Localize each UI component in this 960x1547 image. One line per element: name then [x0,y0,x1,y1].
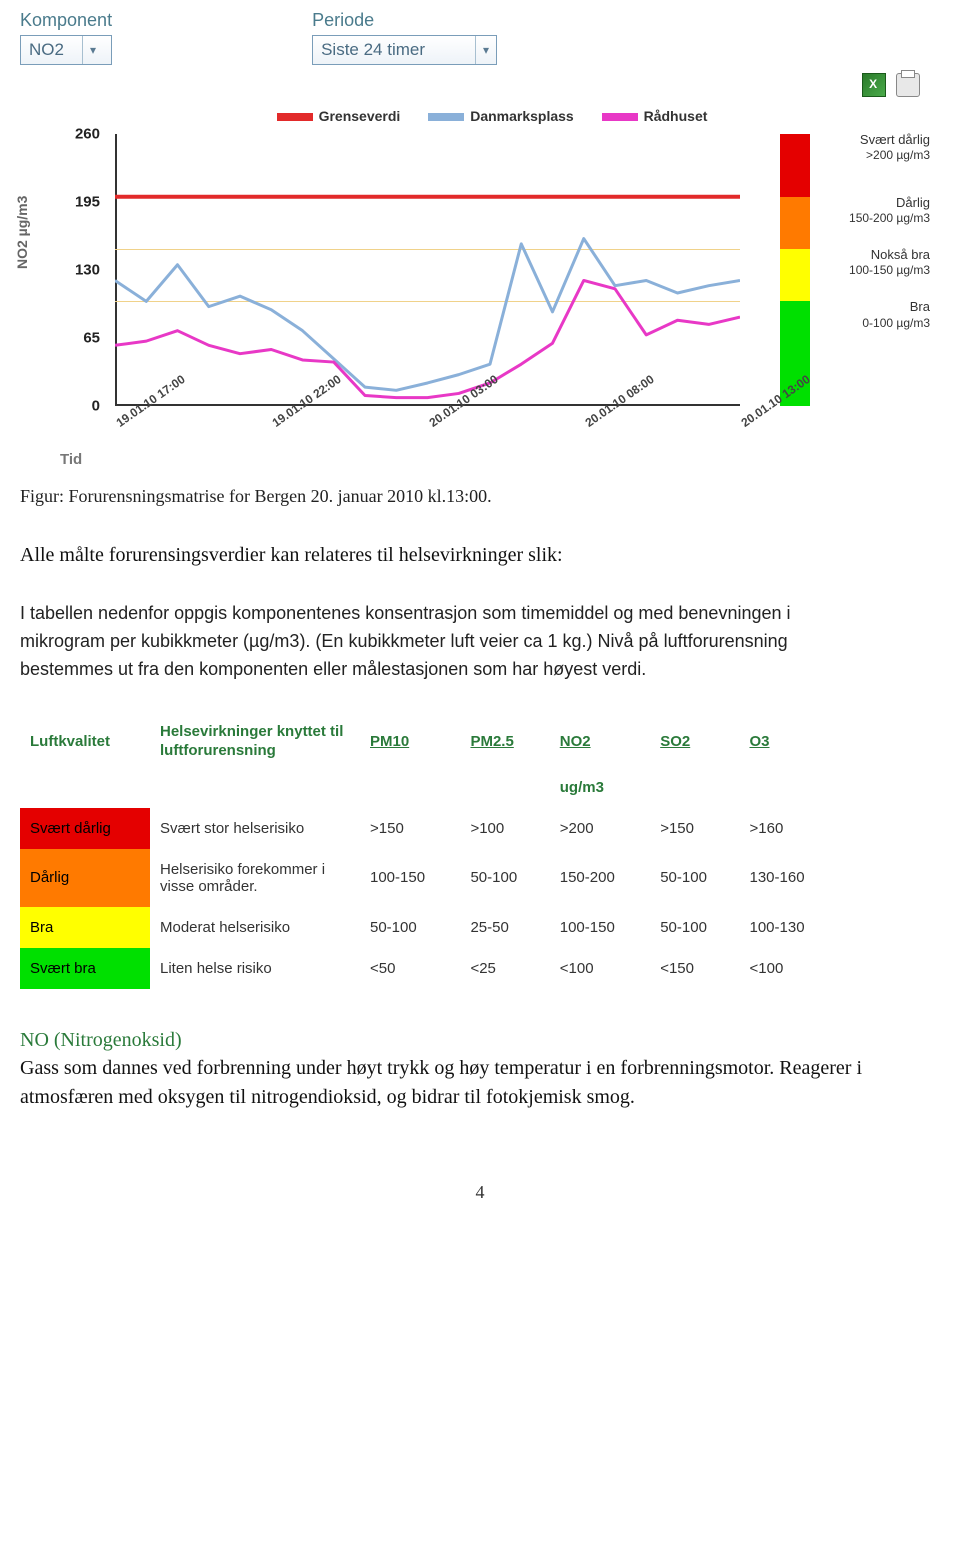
table-row: DårligHelserisiko forekommer i visse omr… [20,849,840,907]
figure-caption: Figur: Forurensningsmatrise for Bergen 2… [20,486,940,507]
value-cell: >200 [550,808,650,849]
health-effect-cell: Svært stor helserisiko [150,808,360,849]
value-cell: <25 [460,948,549,989]
value-cell: <100 [740,948,841,989]
x-axis-title: Tid [60,451,82,468]
y-axis: 065130195260 [60,134,110,404]
print-icon[interactable] [896,73,920,97]
value-cell: >150 [650,808,739,849]
health-effect-cell: Moderat helserisiko [150,907,360,948]
value-cell: 50-100 [460,849,549,907]
x-axis: 19.01.10 17:0019.01.10 22:0020.01.10 03:… [115,406,740,464]
value-cell: 100-130 [740,907,841,948]
table-unit: ug/m3 [550,767,650,808]
plot-area [115,134,740,406]
value-cell: <50 [360,948,460,989]
value-cell: 50-100 [650,907,739,948]
value-cell: >100 [460,808,549,849]
export-icons [20,73,920,100]
table-explanation: I tabellen nedenfor oppgis komponentenes… [20,600,820,684]
quality-cell: Bra [20,907,150,948]
component-value: NO2 [21,37,82,63]
section-body: Gass som dannes ved forbrenning under hø… [20,1054,940,1112]
pollution-chart: NO2 µg/m3 065130195260 Svært dårlig>200 … [60,134,930,464]
y-axis-title: NO2 µg/m3 [14,196,30,269]
value-cell: 50-100 [360,907,460,948]
legend-label-0: Grenseverdi [319,108,401,124]
component-label: Komponent [20,10,112,31]
legend-swatch-0 [277,113,313,121]
value-cell: >150 [360,808,460,849]
legend-swatch-2 [602,113,638,121]
legend-label-2: Rådhuset [644,108,708,124]
value-cell: 100-150 [360,849,460,907]
quality-cell: Svært dårlig [20,808,150,849]
table-row: BraModerat helserisiko50-10025-50100-150… [20,907,840,948]
export-excel-icon[interactable] [862,73,886,97]
chevron-down-icon: ▾ [82,36,103,64]
section-title: NO (Nitrogenoksid) [20,1029,940,1052]
value-cell: 150-200 [550,849,650,907]
legend-swatch-1 [428,113,464,121]
table-col-1: PM2.5 [460,710,549,767]
chart-legend: Grenseverdi Danmarksplass Rådhuset [20,108,940,124]
table-row: Svært braLiten helse risiko<50<25<100<15… [20,948,840,989]
period-dropdown[interactable]: Siste 24 timer ▾ [312,35,497,65]
period-value: Siste 24 timer [313,37,475,63]
value-cell: 50-100 [650,849,739,907]
value-cell: 130-160 [740,849,841,907]
value-cell: <100 [550,948,650,989]
chevron-down-icon: ▾ [475,36,496,64]
value-cell: 25-50 [460,907,549,948]
color-bands [780,134,810,406]
band-labels: Svært dårlig>200 µg/m3Dårlig150-200 µg/m… [814,134,930,406]
air-quality-table: Luftkvalitet Helsevirkninger knyttet til… [20,710,840,989]
value-cell: 100-150 [550,907,650,948]
table-row: Svært dårligSvært stor helserisiko>150>1… [20,808,840,849]
table-col-0: PM10 [360,710,460,767]
component-dropdown[interactable]: NO2 ▾ [20,35,112,65]
health-effect-cell: Helserisiko forekommer i visse områder. [150,849,360,907]
quality-cell: Dårlig [20,849,150,907]
quality-cell: Svært bra [20,948,150,989]
table-head-quality: Luftkvalitet [20,710,150,767]
table-col-3: SO2 [650,710,739,767]
table-col-2: NO2 [550,710,650,767]
filter-controls: Komponent NO2 ▾ Periode Siste 24 timer ▾ [20,10,940,65]
component-control: Komponent NO2 ▾ [20,10,112,65]
intro-paragraph: Alle målte forurensingsverdier kan relat… [20,541,940,570]
legend-label-1: Danmarksplass [470,108,574,124]
health-effect-cell: Liten helse risiko [150,948,360,989]
page-number: 4 [20,1182,940,1203]
period-label: Periode [312,10,497,31]
value-cell: <150 [650,948,739,989]
period-control: Periode Siste 24 timer ▾ [312,10,497,65]
table-head-health: Helsevirkninger knyttet til luftforurens… [150,710,360,767]
value-cell: >160 [740,808,841,849]
table-col-4: O3 [740,710,841,767]
